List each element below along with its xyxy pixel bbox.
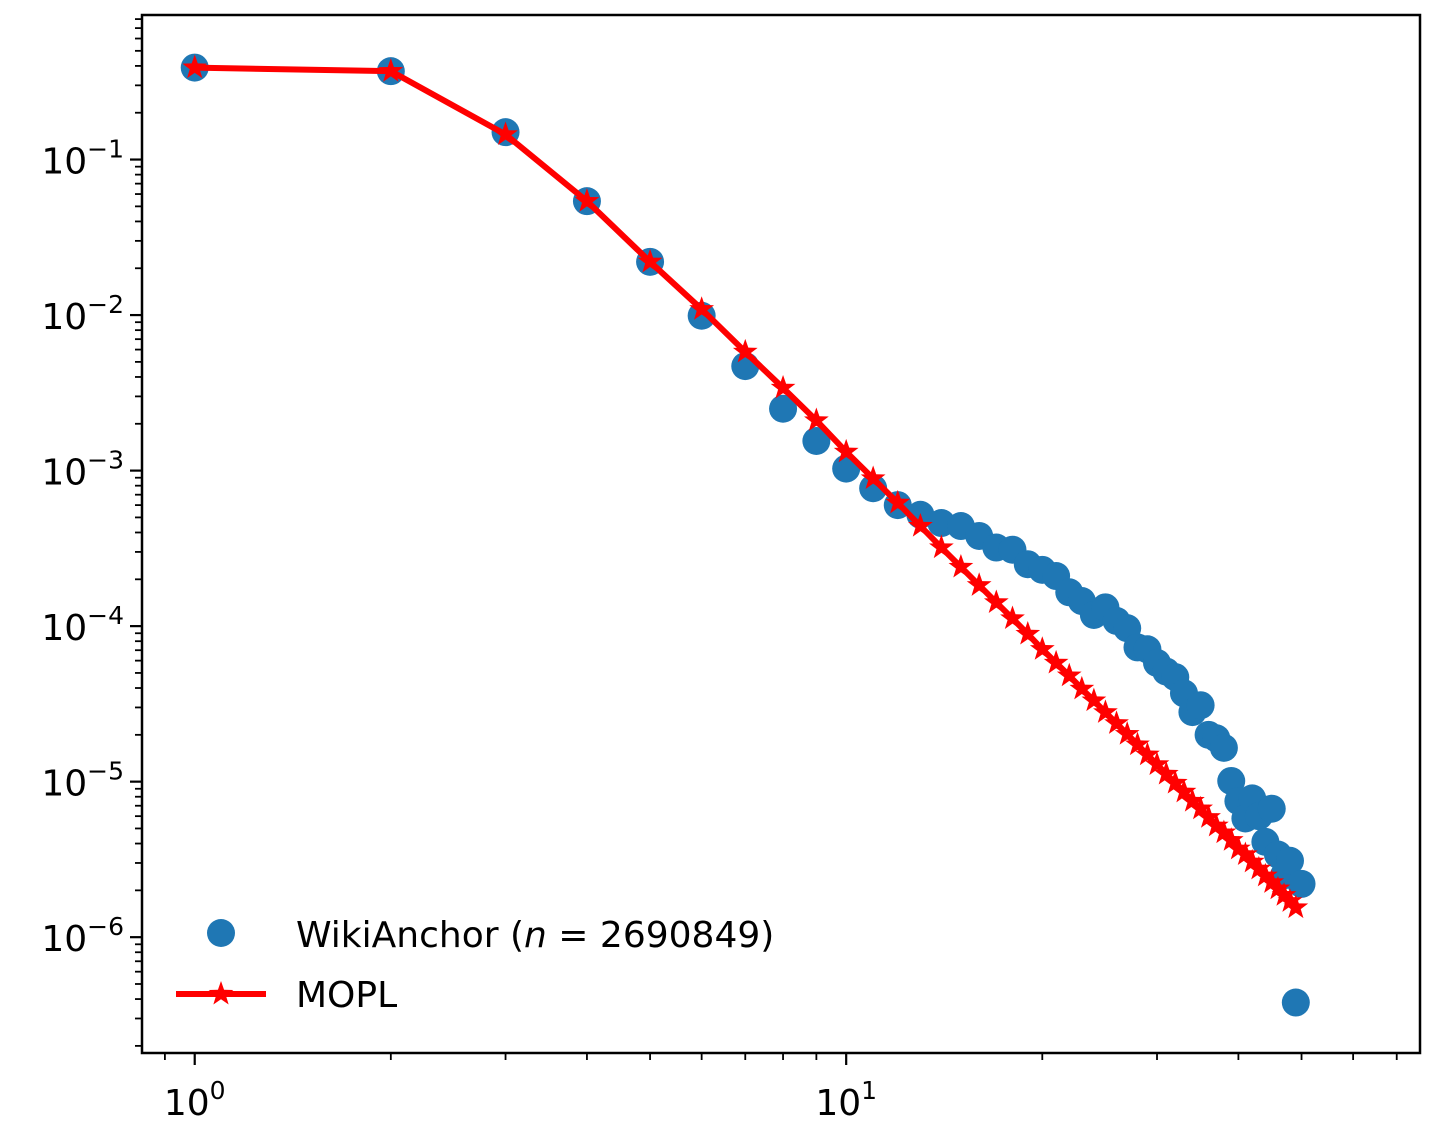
mopl-point (770, 374, 796, 399)
mopl-point (1125, 731, 1150, 756)
mopl-point (1259, 869, 1285, 893)
mopl-point (1056, 662, 1082, 687)
legend-marker-wikianchor (207, 919, 235, 947)
mopl-point (1162, 770, 1188, 794)
y-tick-label: 10−2 (41, 290, 124, 338)
mopl-point (1069, 675, 1095, 700)
legend-marker-mopl (208, 981, 234, 1005)
mopl-point (182, 54, 208, 79)
mopl-point (908, 513, 933, 537)
mopl-point (966, 572, 992, 596)
wikianchor-point (1287, 869, 1316, 898)
x-tick-label: 100 (164, 1076, 226, 1124)
y-tick-label: 10−4 (41, 601, 124, 649)
mopl-point (1265, 875, 1291, 900)
legend: WikiAnchor (n = 2690849) MOPL (176, 915, 774, 1016)
mopl-point (1153, 761, 1179, 785)
mopl-point (1239, 848, 1265, 873)
plot-frame (140, 13, 1422, 1055)
mopl-point (1283, 894, 1309, 919)
mopl-point (732, 338, 758, 363)
mopl-point (1104, 710, 1129, 734)
mopl-point (1203, 812, 1229, 837)
y-tick-label: 10−6 (41, 912, 124, 960)
mopl-point (1218, 827, 1244, 851)
mopl-point (1180, 788, 1205, 812)
wikianchor-point (1281, 988, 1310, 1017)
mopl-point (1043, 649, 1069, 674)
mopl-point (689, 296, 715, 320)
mopl-point (574, 188, 600, 212)
mopl-point (1277, 888, 1303, 912)
y-tick-label: 10−3 (41, 446, 124, 494)
mopl-point (1029, 636, 1055, 660)
y-tick-label: 10−1 (41, 135, 124, 183)
mopl-point (929, 534, 954, 559)
wikianchor-point (802, 427, 831, 455)
mopl-point (1114, 721, 1140, 745)
mopl-point (1233, 841, 1258, 866)
mopl-point (378, 58, 404, 82)
mopl-point (1196, 804, 1221, 828)
mopl-point (1171, 778, 1197, 803)
tick-labels: 100 101 10−1 10−2 10−3 10−4 10−5 10−6 (41, 135, 877, 1124)
mopl-point (1015, 621, 1041, 645)
mopl-point (1188, 795, 1213, 820)
mopl-point (1211, 819, 1237, 844)
mopl-point (493, 121, 518, 145)
mopl-point (983, 589, 1009, 613)
mopl-series (182, 54, 1309, 919)
wikianchor-point (769, 394, 798, 423)
mopl-point (885, 489, 911, 514)
major-ticks (130, 158, 848, 1065)
wikianchor-point (1257, 794, 1286, 823)
plot-area (180, 53, 1316, 1017)
mopl-point (1081, 687, 1107, 712)
legend-label-wikianchor: WikiAnchor (n = 2690849) (296, 915, 774, 956)
wikianchor-point (1186, 691, 1215, 720)
mopl-point (1226, 835, 1251, 860)
mopl-point (1246, 855, 1272, 880)
mopl-point (833, 438, 859, 463)
mopl-point (1253, 862, 1278, 887)
legend-label-mopl: MOPL (296, 975, 397, 1016)
wikianchor-point (1275, 846, 1304, 875)
mopl-point (948, 553, 974, 578)
mopl-point (1000, 605, 1025, 629)
wikianchor-point (1209, 733, 1238, 762)
mopl-point (1144, 751, 1170, 775)
y-tick-label: 10−5 (41, 757, 124, 805)
mopl-point (1135, 741, 1160, 766)
mopl-point (1093, 699, 1118, 723)
mopl-point (804, 407, 829, 431)
mopl-point (637, 248, 663, 273)
mopl-point (1271, 882, 1297, 906)
x-tick-label: 101 (815, 1076, 877, 1124)
mopl-point (860, 465, 886, 489)
